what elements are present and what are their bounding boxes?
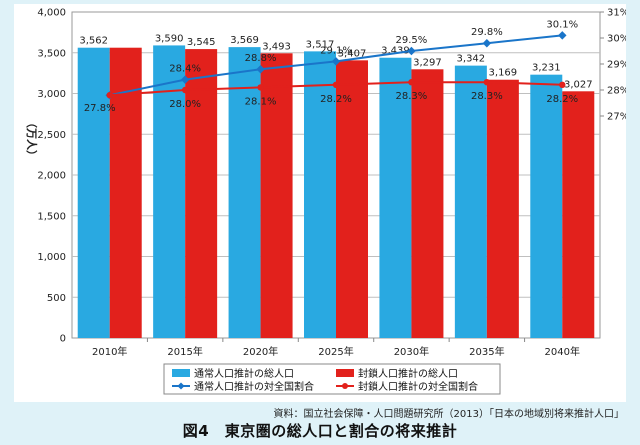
- bar-value-label: 3,407: [338, 48, 367, 59]
- bar-value-label: 3,297: [413, 57, 442, 68]
- line-point: [256, 64, 265, 74]
- bar: [260, 53, 293, 339]
- bar: [379, 57, 412, 339]
- line-value-label: 28.3%: [471, 91, 503, 102]
- x-tick-label: 2035年: [469, 345, 504, 358]
- line-value-label: 29.8%: [471, 27, 503, 38]
- line-value-label: 28.2%: [320, 94, 352, 105]
- y-tick-label: 4,000: [37, 8, 66, 19]
- x-tick-label: 2040年: [545, 345, 580, 358]
- y-tick-label: 0: [60, 334, 66, 345]
- legend-swatch: [336, 369, 354, 377]
- bar-value-label: 3,545: [187, 37, 216, 48]
- line-value-label: 27.8%: [84, 103, 116, 114]
- line-value-label: 28.0%: [169, 99, 201, 110]
- line-value-label: 28.3%: [396, 91, 428, 102]
- line-point: [482, 38, 492, 48]
- bar-value-label: 3,342: [457, 54, 486, 65]
- y-tick-label: 3,500: [37, 48, 66, 59]
- line-value-label: 29.1%: [320, 45, 352, 56]
- line-point: [483, 79, 491, 86]
- figure-caption: 図4 東京圏の総人口と割合の将来推計: [182, 422, 458, 440]
- chart: 0 500 1,000 1,500 2,000 2,500 3,000 3,500 4,000 2…: [25, 8, 626, 395]
- y2-tick-label: 27%: [607, 112, 626, 123]
- line-point: [106, 92, 113, 99]
- legend-label: 封鎖人口推計の対全国割合: [358, 380, 478, 393]
- bar-value-label: 3,569: [230, 35, 259, 46]
- source-note: 資料：国立社会保障・人口問題研究所（2013）「日本の地域別将来推計人口」: [273, 409, 624, 420]
- y-tick-label: 500: [47, 293, 66, 304]
- x-tick-label: 2025年: [318, 345, 353, 358]
- legend-marker: [342, 383, 348, 389]
- line-value-label: 28.4%: [169, 64, 201, 75]
- bar: [336, 60, 368, 338]
- bar-value-label: 3,562: [79, 36, 108, 47]
- line-point: [558, 31, 567, 40]
- line-value-label: 28.8%: [245, 53, 277, 64]
- line-value-label: 30.1%: [546, 19, 578, 30]
- line-point: [180, 75, 190, 84]
- bar-value-label: 3,517: [306, 39, 335, 50]
- bar: [109, 47, 142, 339]
- y-axis-label: （万人）: [25, 117, 39, 161]
- line-value-label: 28.2%: [546, 94, 578, 105]
- bar: [562, 91, 595, 338]
- bar: [304, 51, 336, 338]
- y-tick-label: 1,000: [37, 252, 66, 263]
- bar: [153, 45, 186, 338]
- legend-swatch: [172, 369, 190, 377]
- bar-value-label: 3,231: [532, 63, 561, 74]
- y2-tick-label: 30%: [607, 34, 626, 45]
- line-value-label: 28.1%: [245, 96, 277, 107]
- line-point: [408, 79, 415, 86]
- line-point: [181, 86, 189, 94]
- bar-value-label: 3,493: [262, 41, 291, 52]
- y-tick-label: 2,000: [37, 171, 66, 182]
- y2-tick-label: 28%: [607, 86, 626, 97]
- x-tick-label: 2010年: [92, 345, 127, 358]
- bar: [454, 65, 487, 338]
- line-point: [559, 81, 566, 89]
- legend-label: 通常人口推計の対全国割合: [194, 380, 314, 393]
- legend: [163, 363, 501, 395]
- legend-marker: [177, 382, 185, 390]
- y-tick-label: 2,500: [37, 130, 66, 141]
- line-point: [407, 46, 416, 56]
- line-point: [331, 57, 341, 66]
- bar-value-label: 3,169: [489, 68, 518, 79]
- bar-value-label: 3,027: [564, 79, 593, 90]
- x-tick-label: 2020年: [243, 345, 278, 358]
- x-tick-label: 2030年: [394, 345, 429, 358]
- legend-label: 通常人口推計の総人口: [194, 367, 294, 380]
- y-tick-label: 1,500: [37, 211, 66, 222]
- y-tick-label: 3,000: [37, 89, 66, 100]
- line-point: [332, 81, 340, 89]
- legend-label: 封鎖人口推計の総人口: [358, 367, 458, 380]
- bar: [530, 74, 563, 339]
- x-tick-label: 2015年: [167, 345, 202, 358]
- line-point: [257, 84, 264, 91]
- y2-tick-label: 29%: [607, 60, 626, 71]
- line-value-label: 29.5%: [396, 35, 428, 46]
- chart-frame: 0 500 1,000 1,500 2,000 2,500 3,000 3,500 4,000 2…: [14, 4, 626, 402]
- bar: [228, 47, 261, 339]
- bar-value-label: 3,439: [381, 46, 410, 57]
- bar: [185, 49, 218, 339]
- bar: [411, 69, 444, 339]
- bar: [77, 47, 110, 339]
- y2-tick-label: 31%: [607, 8, 626, 19]
- bar-value-label: 3,590: [155, 33, 184, 44]
- bar: [486, 79, 519, 338]
